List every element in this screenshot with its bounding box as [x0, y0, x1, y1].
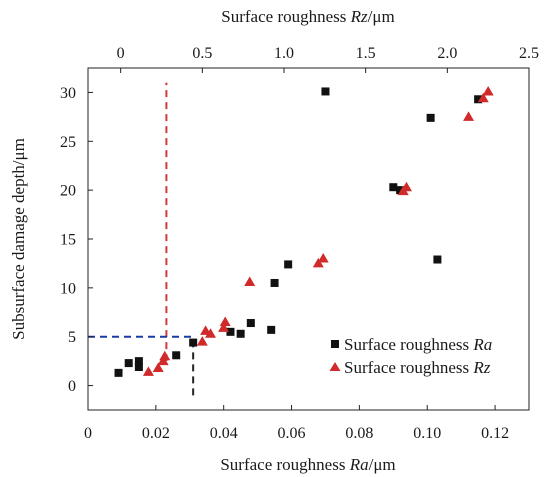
point-ra [284, 260, 293, 269]
point-rz [196, 336, 208, 346]
top-tick-label: 1.0 [274, 45, 294, 62]
top-tick-label: 0 [117, 45, 125, 62]
point-ra [433, 255, 442, 264]
point-rz [152, 362, 164, 372]
y-tick-label: 15 [60, 232, 76, 249]
point-rz [317, 253, 329, 263]
legend-label-ra: Surface roughness Ra [344, 335, 492, 354]
top-tick-label: 2.5 [519, 45, 539, 62]
point-rz [244, 276, 256, 286]
point-rz [159, 350, 171, 361]
legend-marker-rz [329, 362, 341, 371]
point-ra [474, 95, 483, 104]
point-rz [157, 355, 169, 366]
point-ra [270, 278, 279, 287]
point-ra [321, 87, 330, 96]
bottom-tick-label: 0.06 [278, 425, 306, 442]
point-rz [477, 92, 489, 103]
point-ra [189, 338, 198, 347]
point-ra [389, 183, 398, 192]
point-ra [226, 327, 235, 336]
legend-label-rz: Surface roughness Rz [344, 358, 491, 377]
y-axis-ticks: 0 5 10 15 20 25 30 [60, 85, 93, 395]
y-tick-label: 5 [68, 329, 76, 346]
top-axis-ticks: 0 0.5 1.0 1.5 2.0 2.5 [117, 45, 539, 73]
point-rz [142, 366, 154, 376]
point-ra [134, 363, 143, 372]
bottom-tick-label: 0.02 [142, 425, 170, 442]
reference-lines [88, 82, 195, 396]
point-ra [267, 325, 276, 334]
bottom-axis-ticks: 0 0.02 0.04 0.06 0.08 0.10 0.12 [84, 405, 509, 442]
point-ra [246, 319, 255, 328]
bottom-tick-label: 0 [84, 425, 92, 442]
point-ra [114, 368, 123, 377]
point-ra [134, 357, 143, 366]
y-tick-label: 10 [60, 280, 76, 297]
point-rz [218, 322, 230, 332]
top-tick-label: 1.5 [356, 45, 376, 62]
bottom-tick-label: 0.04 [210, 425, 238, 442]
data-points [114, 85, 494, 377]
point-rz [312, 257, 324, 268]
y-tick-label: 30 [60, 85, 76, 102]
bottom-tick-label: 0.10 [413, 425, 441, 442]
bottom-axis-title: Surface roughness Ra/μm [220, 455, 395, 474]
top-tick-label: 0.5 [192, 45, 212, 62]
y-axis-title: Subsurface damage depth/μm [9, 138, 28, 340]
point-rz [205, 328, 216, 338]
point-rz [482, 85, 494, 96]
point-ra [396, 186, 405, 195]
y-tick-label: 20 [60, 183, 76, 200]
legend: Surface roughness Ra Surface roughness R… [329, 335, 492, 377]
y-tick-label: 0 [68, 378, 76, 395]
point-rz [463, 111, 475, 121]
point-ra [124, 359, 133, 368]
y-tick-label: 25 [60, 134, 76, 151]
point-rz [219, 316, 231, 327]
legend-marker-ra [331, 340, 339, 348]
bottom-tick-label: 0.12 [481, 425, 509, 442]
point-rz [401, 181, 412, 192]
top-tick-label: 2.0 [437, 45, 457, 62]
point-ra [426, 113, 435, 122]
point-ra [172, 351, 181, 360]
top-axis-title: Surface roughness Rz/μm [221, 7, 394, 26]
bottom-tick-label: 0.08 [345, 425, 373, 442]
point-ra [236, 329, 245, 338]
